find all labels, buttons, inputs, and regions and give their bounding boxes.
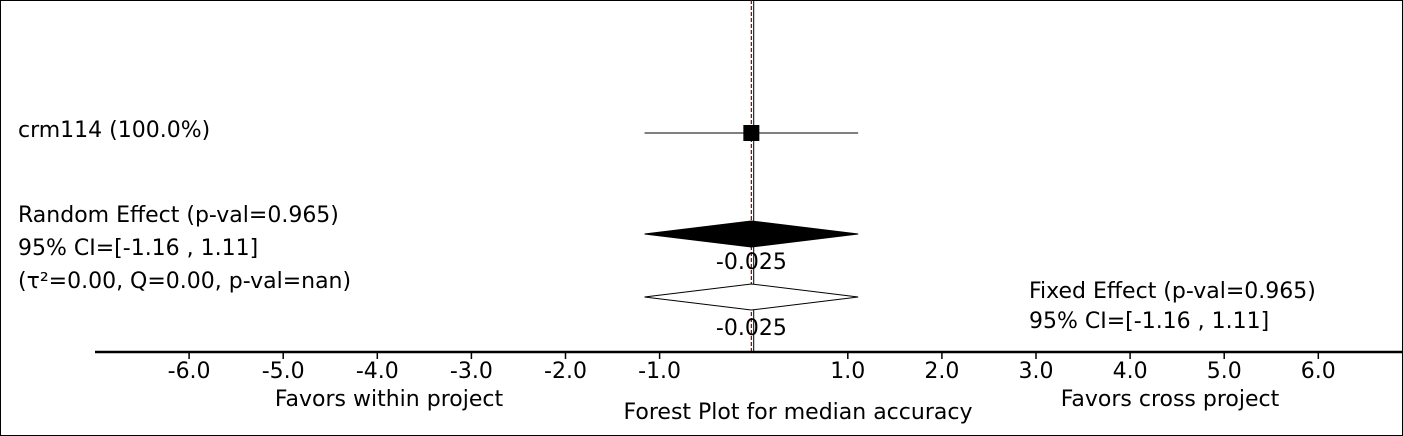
x-tick-label: -1.0 xyxy=(638,359,681,384)
x-tick-label: 4.0 xyxy=(1113,359,1148,384)
x-tick-label: -4.0 xyxy=(356,359,399,384)
fixed-effect-label: Fixed Effect (p-val=0.965) xyxy=(1029,279,1316,304)
study-label: crm114 (100.0%) xyxy=(18,118,210,143)
random-effect-value: -0.025 xyxy=(716,250,787,275)
chart-title: Forest Plot for median accuracy xyxy=(624,400,973,425)
x-tick-label: -3.0 xyxy=(450,359,493,384)
x-tick-label: 2.0 xyxy=(924,359,959,384)
random-effect-heterogeneity: (τ²=0.00, Q=0.00, p-val=nan) xyxy=(18,269,351,294)
fixed-effect-diamond xyxy=(644,283,859,311)
random-effect-diamond xyxy=(644,220,859,248)
x-tick-label: 6.0 xyxy=(1301,359,1336,384)
random-effect-label: Random Effect (p-val=0.965) xyxy=(18,203,339,228)
x-tick-label: 5.0 xyxy=(1207,359,1242,384)
x-tick-label: -6.0 xyxy=(168,359,211,384)
x-axis-ticks: -6.0 -5.0 -4.0 -3.0 -2.0 -1.0 1.0 2.0 3.0 4.0 5.0 6… xyxy=(168,352,1336,384)
fixed-effect-ci: 95% CI=[-1.16 , 1.11] xyxy=(1029,309,1269,334)
x-tick-label: 3.0 xyxy=(1019,359,1054,384)
x-tick-label: -5.0 xyxy=(262,359,305,384)
x-tick-label: 1.0 xyxy=(830,359,865,384)
random-effect-ci: 95% CI=[-1.16 , 1.11] xyxy=(18,236,258,261)
x-tick-label: -2.0 xyxy=(544,359,587,384)
favors-cross-label: Favors cross project xyxy=(1061,387,1280,412)
favors-within-label: Favors within project xyxy=(275,387,504,412)
fixed-effect-value: -0.025 xyxy=(716,316,787,341)
study-point-square xyxy=(743,125,760,141)
